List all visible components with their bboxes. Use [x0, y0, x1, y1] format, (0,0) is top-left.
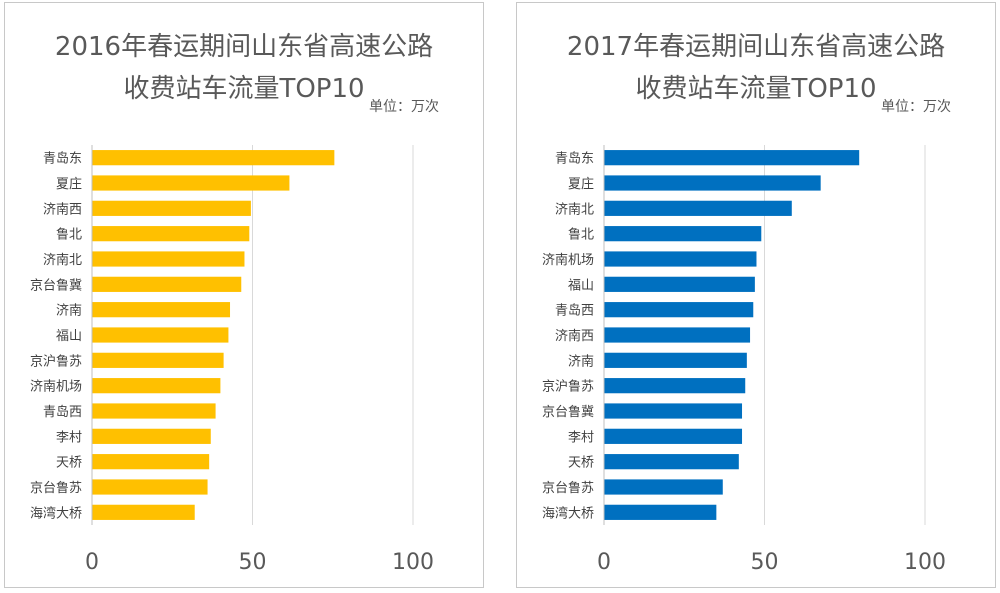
x-tick-label: 100 — [904, 550, 946, 575]
category-label: 济南 — [56, 303, 82, 319]
bar-chart-2016: 0 50 100 青岛东夏庄济南西鲁北济南北京台鲁冀济南福山京沪鲁苏济南机场青岛西李村… — [30, 145, 434, 575]
bar — [92, 479, 208, 495]
category-label: 李村 — [568, 430, 594, 445]
category-label: 天桥 — [56, 456, 82, 471]
category-label: 海湾大桥 — [30, 505, 82, 521]
bar — [604, 302, 754, 318]
chart-title-line2: 收费站车流量TOP10 — [635, 74, 877, 104]
bar — [604, 226, 762, 242]
category-label: 京沪鲁苏 — [542, 379, 594, 395]
category-label: 鲁北 — [568, 228, 594, 243]
category-label: 济南 — [568, 353, 594, 369]
x-tick-label: 50 — [751, 550, 779, 575]
bar — [604, 378, 746, 394]
bar — [92, 454, 210, 470]
bar — [604, 200, 792, 216]
category-label: 京台鲁冀 — [542, 404, 594, 420]
bar — [604, 276, 755, 292]
category-label: 京沪鲁苏 — [30, 353, 82, 369]
chart-title-line1: 2017年春运期间山东省高速公路 — [566, 32, 946, 62]
category-label: 福山 — [56, 329, 82, 344]
bar — [92, 175, 290, 191]
unit-label: 单位：万次 — [369, 99, 439, 115]
category-label: 夏庄 — [56, 176, 82, 192]
bar — [604, 504, 717, 520]
category-label: 夏庄 — [568, 176, 594, 192]
category-label: 青岛东 — [43, 151, 82, 167]
bar — [92, 302, 231, 318]
category-label: 济南机场 — [30, 379, 82, 395]
unit-label: 单位：万次 — [881, 99, 951, 115]
category-label: 济南北 — [555, 201, 594, 217]
bar-chart-2017: 0 50 100 青岛东夏庄济南北鲁北济南机场福山青岛西济南西济南京沪鲁苏京台鲁冀李村… — [542, 145, 946, 575]
category-label: 海湾大桥 — [542, 505, 594, 521]
bar — [92, 226, 250, 242]
category-label: 济南西 — [43, 201, 82, 217]
bar — [604, 327, 751, 343]
chart-title-line2: 收费站车流量TOP10 — [123, 74, 365, 104]
bar — [92, 403, 216, 419]
category-label: 福山 — [568, 278, 594, 293]
category-label: 青岛西 — [43, 404, 82, 420]
bar — [604, 251, 757, 267]
bar — [604, 403, 743, 419]
category-label: 京台鲁冀 — [30, 277, 82, 293]
chart-panel-2017: 2017年春运期间山东省高速公路 收费站车流量TOP10 单位：万次 0 50 10… — [516, 2, 996, 588]
bar — [92, 327, 229, 343]
category-label: 京台鲁苏 — [542, 480, 594, 496]
x-tick-label: 50 — [239, 550, 267, 575]
category-label: 济南北 — [43, 252, 82, 268]
bar — [92, 200, 251, 216]
bar — [92, 352, 224, 368]
chart-panel-2016: 2016年春运期间山东省高速公路 收费站车流量TOP10 单位：万次 0 50 10… — [4, 2, 484, 588]
category-label: 天桥 — [568, 456, 594, 471]
bar — [604, 175, 821, 191]
category-label: 济南西 — [555, 328, 594, 344]
bar — [604, 352, 747, 368]
bar — [92, 428, 211, 444]
bar — [604, 150, 860, 166]
bar — [604, 428, 743, 444]
category-label: 京台鲁苏 — [30, 480, 82, 496]
chart-title-line1: 2016年春运期间山东省高速公路 — [54, 32, 434, 62]
bar — [604, 454, 739, 470]
category-label: 青岛东 — [555, 151, 594, 167]
category-label: 鲁北 — [56, 228, 82, 243]
bar — [92, 150, 335, 166]
category-label: 青岛西 — [555, 303, 594, 319]
bar — [92, 251, 245, 267]
bar — [92, 378, 221, 394]
category-label: 济南机场 — [542, 252, 594, 268]
bar — [604, 479, 723, 495]
bar — [92, 504, 195, 520]
x-tick-label: 0 — [597, 550, 611, 575]
bar — [92, 276, 242, 292]
x-tick-label: 0 — [85, 550, 99, 575]
category-label: 李村 — [56, 430, 82, 445]
x-tick-label: 100 — [392, 550, 434, 575]
